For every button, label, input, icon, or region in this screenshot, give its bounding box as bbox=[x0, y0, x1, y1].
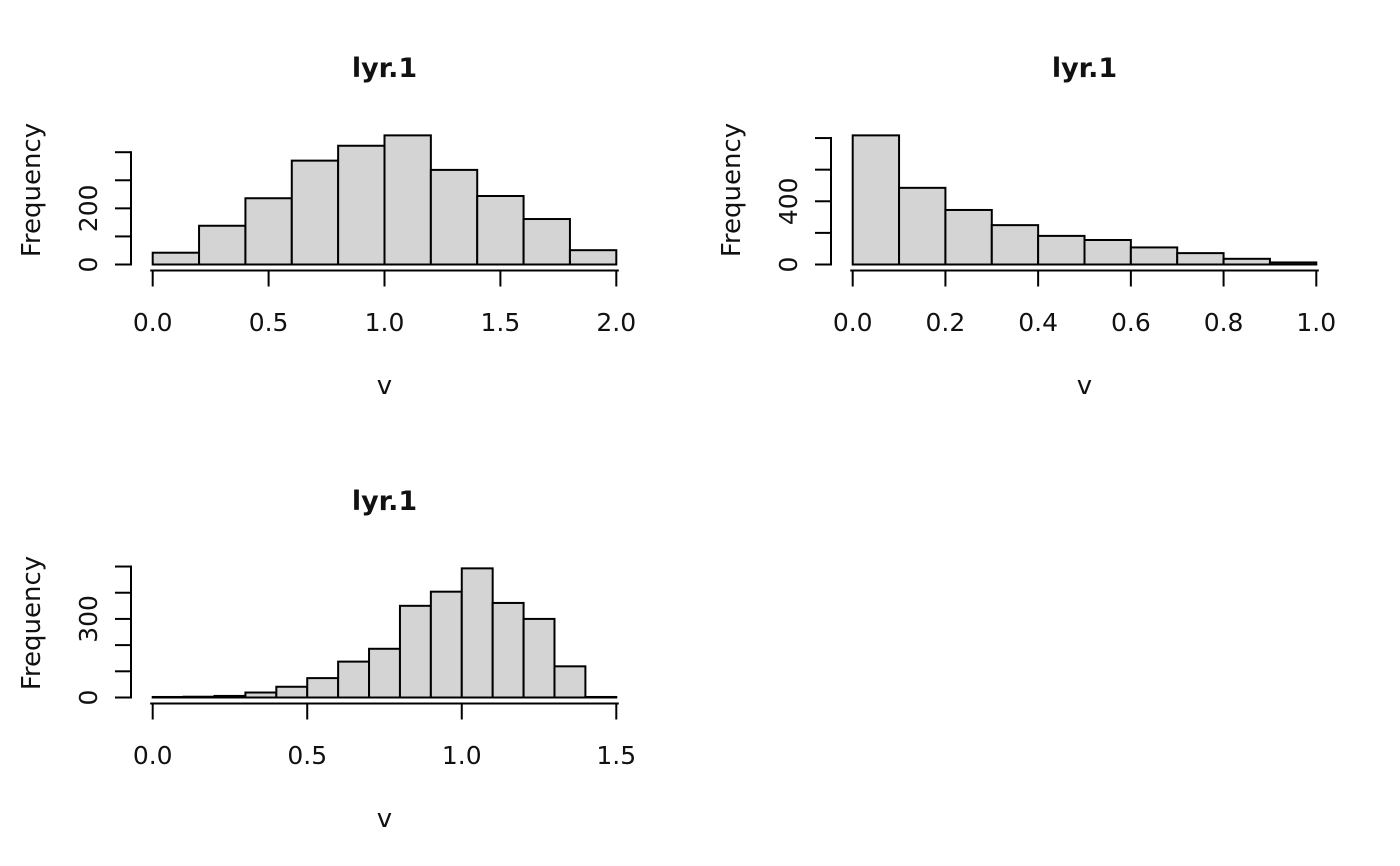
x-tick-label: 0.6 bbox=[1111, 308, 1151, 337]
histogram-top-left: 0.0 0.5 1.0 1.5 2.0 0 200 lyr.1 v Frequency bbox=[17, 53, 636, 401]
histogram-bar bbox=[337, 660, 371, 699]
histogram-bar bbox=[1176, 252, 1225, 266]
y-tick-label: 200 bbox=[74, 184, 103, 232]
y-tick-label: 0 bbox=[74, 257, 103, 273]
x-tick-label: 1.5 bbox=[481, 308, 521, 337]
x-tick-label: 0.0 bbox=[133, 308, 173, 337]
histogram-bar bbox=[290, 159, 340, 266]
x-tick-label: 0.4 bbox=[1018, 308, 1058, 337]
x-tick-label: 1.0 bbox=[365, 308, 405, 337]
histogram-panel-top-right: 0.0 0.2 0.4 0.6 0.8 1.0 0 400 lyr.1 v Frequency bbox=[700, 0, 1400, 433]
x-axis-title: v bbox=[1077, 371, 1092, 401]
x-tick-label: 1.0 bbox=[1296, 308, 1336, 337]
histogram-bar bbox=[1268, 261, 1318, 266]
histogram-bar bbox=[398, 604, 432, 699]
histogram-bar bbox=[851, 134, 901, 266]
x-tick-label: 0.0 bbox=[833, 308, 873, 337]
y-axis-title: Frequency bbox=[717, 123, 747, 257]
histogram-bar bbox=[151, 251, 201, 266]
histogram-bar bbox=[1083, 239, 1132, 266]
histogram-bar bbox=[898, 186, 947, 266]
empty-panel bbox=[700, 433, 1400, 866]
histogram-bar bbox=[383, 134, 432, 266]
histogram-bar bbox=[306, 677, 340, 699]
histogram-bar bbox=[151, 695, 185, 699]
x-tick-label: 0.0 bbox=[133, 741, 173, 770]
chart-title: lyr.1 bbox=[352, 53, 417, 84]
histogram-bar bbox=[182, 695, 216, 699]
histogram-bar bbox=[584, 695, 618, 699]
y-tick-label: 0 bbox=[774, 257, 803, 273]
x-tick-label: 0.2 bbox=[926, 308, 966, 337]
histogram-bar bbox=[213, 694, 247, 699]
x-axis-title: v bbox=[377, 804, 392, 834]
histogram-bar bbox=[1129, 246, 1179, 266]
histogram-bar bbox=[337, 144, 386, 266]
histogram-bar bbox=[491, 601, 525, 699]
histogram-bar bbox=[429, 590, 463, 699]
x-tick-label: 0.5 bbox=[287, 741, 327, 770]
histogram-panel-top-left: 0.0 0.5 1.0 1.5 2.0 0 200 lyr.1 v Frequency bbox=[0, 0, 700, 433]
y-axis-title: Frequency bbox=[17, 556, 47, 690]
histogram-bar bbox=[198, 224, 247, 266]
histogram-bar bbox=[244, 197, 293, 266]
histogram-bar bbox=[1037, 234, 1086, 266]
y-axis-title: Frequency bbox=[17, 123, 47, 257]
histogram-bar bbox=[553, 665, 587, 699]
histogram-bar bbox=[275, 685, 309, 699]
chart-title: lyr.1 bbox=[352, 486, 417, 517]
histogram-bar bbox=[1222, 257, 1271, 266]
histogram-bar bbox=[522, 218, 571, 266]
histogram-top-right: 0.0 0.2 0.4 0.6 0.8 1.0 0 400 lyr.1 v Frequency bbox=[717, 53, 1336, 401]
histogram-bar bbox=[244, 691, 278, 699]
y-tick-label: 0 bbox=[74, 690, 103, 706]
histogram-bar bbox=[522, 617, 556, 699]
histogram-bar bbox=[429, 168, 479, 266]
histogram-bar bbox=[460, 567, 494, 699]
histogram-panel-bottom-left: 0.0 0.5 1.0 1.5 0 300 lyr.1 v Frequency bbox=[0, 433, 700, 866]
x-tick-label: 0.5 bbox=[249, 308, 289, 337]
x-tick-label: 0.8 bbox=[1204, 308, 1244, 337]
x-tick-label: 2.0 bbox=[596, 308, 636, 337]
histogram-bar bbox=[944, 208, 993, 266]
y-tick-label: 400 bbox=[774, 177, 803, 225]
histogram-bar bbox=[476, 195, 525, 266]
x-tick-label: 1.0 bbox=[442, 741, 482, 770]
y-tick-label: 300 bbox=[74, 595, 103, 643]
x-axis-title: v bbox=[377, 371, 392, 401]
histogram-bar bbox=[990, 224, 1040, 266]
histogram-bar bbox=[568, 249, 618, 266]
x-tick-label: 1.5 bbox=[596, 741, 636, 770]
histogram-bottom-left: 0.0 0.5 1.0 1.5 0 300 lyr.1 v Frequency bbox=[17, 486, 636, 834]
histogram-bar bbox=[368, 647, 401, 699]
chart-title: lyr.1 bbox=[1052, 53, 1117, 84]
